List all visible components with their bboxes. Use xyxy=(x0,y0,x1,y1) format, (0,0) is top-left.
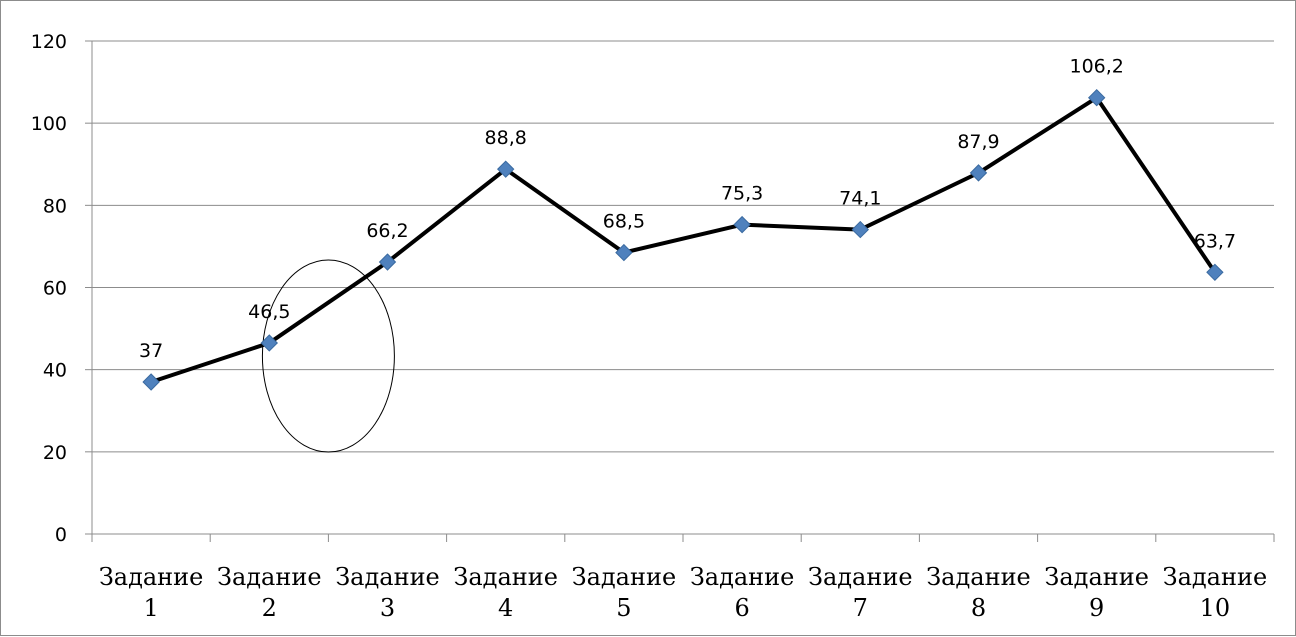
data-marker xyxy=(1087,88,1106,107)
y-tick-label: 40 xyxy=(43,360,67,382)
x-category-label: Задание 7 xyxy=(808,563,913,622)
annotation xyxy=(261,259,395,453)
x-category-word: Задание xyxy=(572,563,677,591)
x-category-label: Задание 5 xyxy=(572,563,677,622)
y-tick-labels: 0 20 40 60 80 100 120 xyxy=(31,31,67,546)
x-category-word: Задание xyxy=(690,563,795,591)
data-marker xyxy=(615,243,633,262)
x-category-word: Задание xyxy=(335,563,440,591)
data-label: 63,7 xyxy=(1194,230,1236,252)
data-labels: 37 46,5 66,2 88,8 68,5 75,3 74,1 87,9 106,2 63,7 xyxy=(139,56,1236,362)
x-category-word: Задание xyxy=(926,563,1031,591)
data-label: 74,1 xyxy=(839,188,881,210)
data-label: 37 xyxy=(139,340,163,362)
x-category-number: 1 xyxy=(143,594,158,622)
data-marker xyxy=(1206,263,1224,282)
y-tick-label: 100 xyxy=(31,113,67,135)
data-label: 87,9 xyxy=(957,131,999,153)
x-category-word: Задание xyxy=(1044,563,1149,591)
series-polyline xyxy=(150,95,1217,384)
y-tick-label: 120 xyxy=(31,31,67,53)
x-category-word: Задание xyxy=(217,563,322,591)
y-tick-label: 80 xyxy=(43,195,67,217)
x-category-label: Задание 6 xyxy=(690,563,795,622)
x-category-word: Задание xyxy=(1163,563,1268,591)
data-marker xyxy=(851,220,870,239)
data-markers xyxy=(142,88,1224,391)
x-category-word: Задание xyxy=(453,563,558,591)
x-category-label: Задание 9 xyxy=(1044,563,1149,622)
x-category-number: 7 xyxy=(853,594,868,622)
x-category-number: 6 xyxy=(734,594,749,622)
x-category-label: Задание 3 xyxy=(335,563,440,622)
y-tick-label: 60 xyxy=(43,278,67,300)
x-category-word: Задание xyxy=(99,563,204,591)
x-category-labels: Задание 1 Задание 2 Задание 3 Задание 4 Задание 5… xyxy=(99,563,1267,622)
data-label: 75,3 xyxy=(721,183,763,205)
data-label: 88,8 xyxy=(485,127,527,149)
data-marker xyxy=(378,253,397,271)
y-tick-label: 20 xyxy=(43,442,67,464)
x-category-number: 2 xyxy=(262,594,277,622)
data-label: 106,2 xyxy=(1069,56,1123,78)
x-category-word: Задание xyxy=(808,563,913,591)
data-label: 46,5 xyxy=(248,301,290,323)
x-category-label: Задание 10 xyxy=(1163,563,1268,622)
x-category-label: Задание 8 xyxy=(926,563,1031,622)
x-category-number: 10 xyxy=(1200,594,1231,622)
data-marker xyxy=(142,373,160,391)
x-category-number: 4 xyxy=(498,594,513,622)
x-category-number: 8 xyxy=(971,594,986,622)
data-marker xyxy=(496,160,515,178)
data-label: 68,5 xyxy=(603,211,645,233)
x-category-number: 9 xyxy=(1089,594,1104,622)
x-category-number: 5 xyxy=(616,594,631,622)
gridlines xyxy=(92,40,1274,453)
series-line xyxy=(150,95,1217,384)
axes xyxy=(85,40,1275,542)
data-label: 66,2 xyxy=(366,220,408,242)
x-category-label: Задание 2 xyxy=(217,563,322,622)
annotation-ellipse xyxy=(261,259,395,453)
data-marker xyxy=(733,215,751,234)
data-marker xyxy=(260,334,279,352)
y-tick-label: 0 xyxy=(55,524,67,546)
x-category-label: Задание 1 xyxy=(99,563,204,622)
x-category-label: Задание 4 xyxy=(453,563,558,622)
data-marker xyxy=(969,164,988,182)
x-category-number: 3 xyxy=(380,594,395,622)
